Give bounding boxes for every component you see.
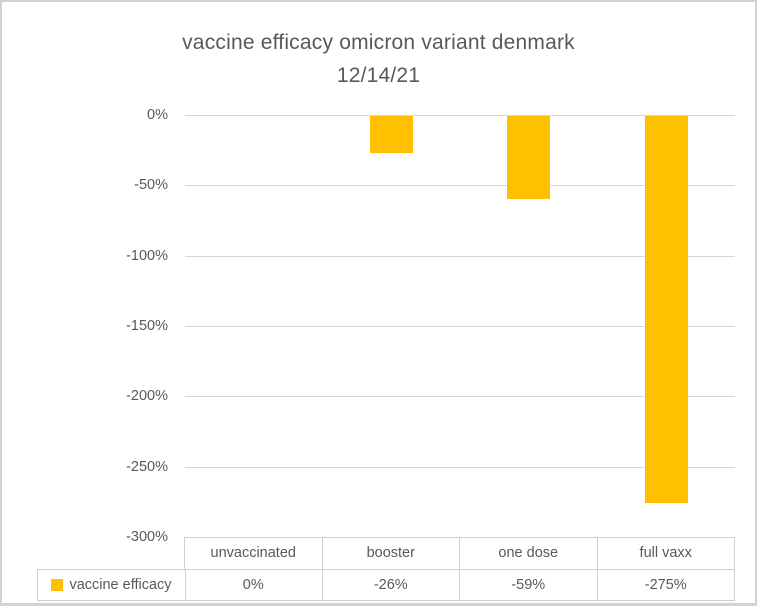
table-header-unvaccinated: unvaccinated: [185, 538, 322, 569]
chart-title-line2: 12/14/21: [336, 64, 421, 87]
table-header-booster: booster: [322, 538, 459, 569]
gridline: [185, 466, 735, 468]
y-axis-tick-label: -150%: [126, 318, 168, 334]
gridline: [185, 255, 735, 257]
y-axis-tick-label: -100%: [126, 247, 168, 264]
legend-cell: vaccine efficacy: [37, 569, 186, 601]
chart-title-line1: vaccine efficacy omicron variant denmark: [182, 31, 575, 54]
table-value-one-dose: -59%: [460, 569, 597, 600]
table-header-full-vaxx: full vaxx: [597, 538, 734, 569]
chart-title: vaccine efficacy omicron variant denmark…: [2, 26, 755, 92]
y-axis-tick-label: -50%: [134, 177, 168, 194]
table-value-booster: -26%: [322, 569, 459, 600]
gridline: [185, 326, 735, 327]
y-axis-tick-label: -200%: [126, 388, 168, 405]
bar-booster: [369, 116, 413, 153]
y-axis-tick-label: -300%: [126, 529, 168, 545]
gridline: [185, 396, 735, 398]
data-table: unvaccinated booster one dose full vaxx 0% -2…: [184, 537, 735, 601]
table-value-unvaccinated: 0%: [185, 569, 322, 600]
plot-area: [185, 115, 735, 538]
legend-label: vaccine efficacy: [69, 577, 172, 593]
bar-one-dose: [507, 116, 551, 199]
y-axis-tick-label: 0%: [147, 107, 168, 123]
table-value-full-vaxx: -275%: [597, 569, 734, 600]
gridline: [185, 115, 735, 116]
legend-swatch-icon: [51, 579, 64, 591]
bar-full-vaxx: [644, 116, 688, 503]
y-axis-tick-label: -250%: [126, 458, 168, 475]
table-header-one-dose: one dose: [460, 538, 597, 569]
gridline: [185, 185, 735, 187]
